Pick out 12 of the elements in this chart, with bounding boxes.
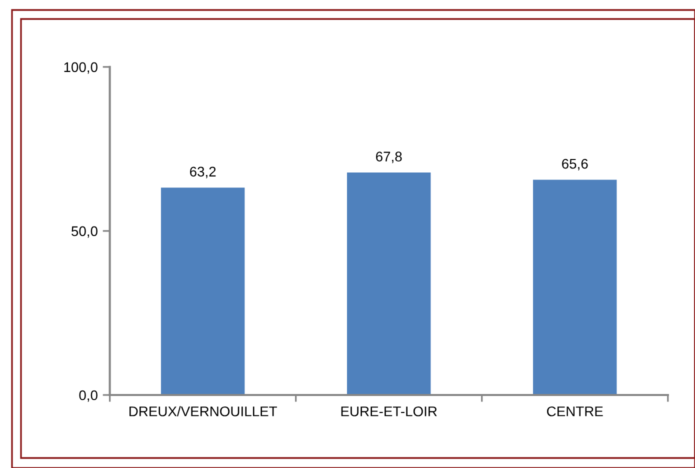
x-tick-label: EURE-ET-LOIR — [341, 406, 437, 416]
bar — [346, 172, 431, 395]
x-tick-label: CENTRE — [547, 406, 603, 416]
data-label: 65,6 — [562, 158, 588, 170]
data-label: 63,2 — [190, 166, 216, 178]
y-tick-label: 0,0 — [79, 390, 98, 402]
y-tick-label: 100,0 — [64, 62, 98, 74]
data-label: 67,8 — [376, 152, 402, 164]
bar — [533, 180, 617, 395]
x-tick-label: DREUX/VERNOUILLET — [129, 406, 277, 416]
y-tick-label: 50,0 — [72, 226, 98, 238]
bar — [160, 188, 245, 395]
